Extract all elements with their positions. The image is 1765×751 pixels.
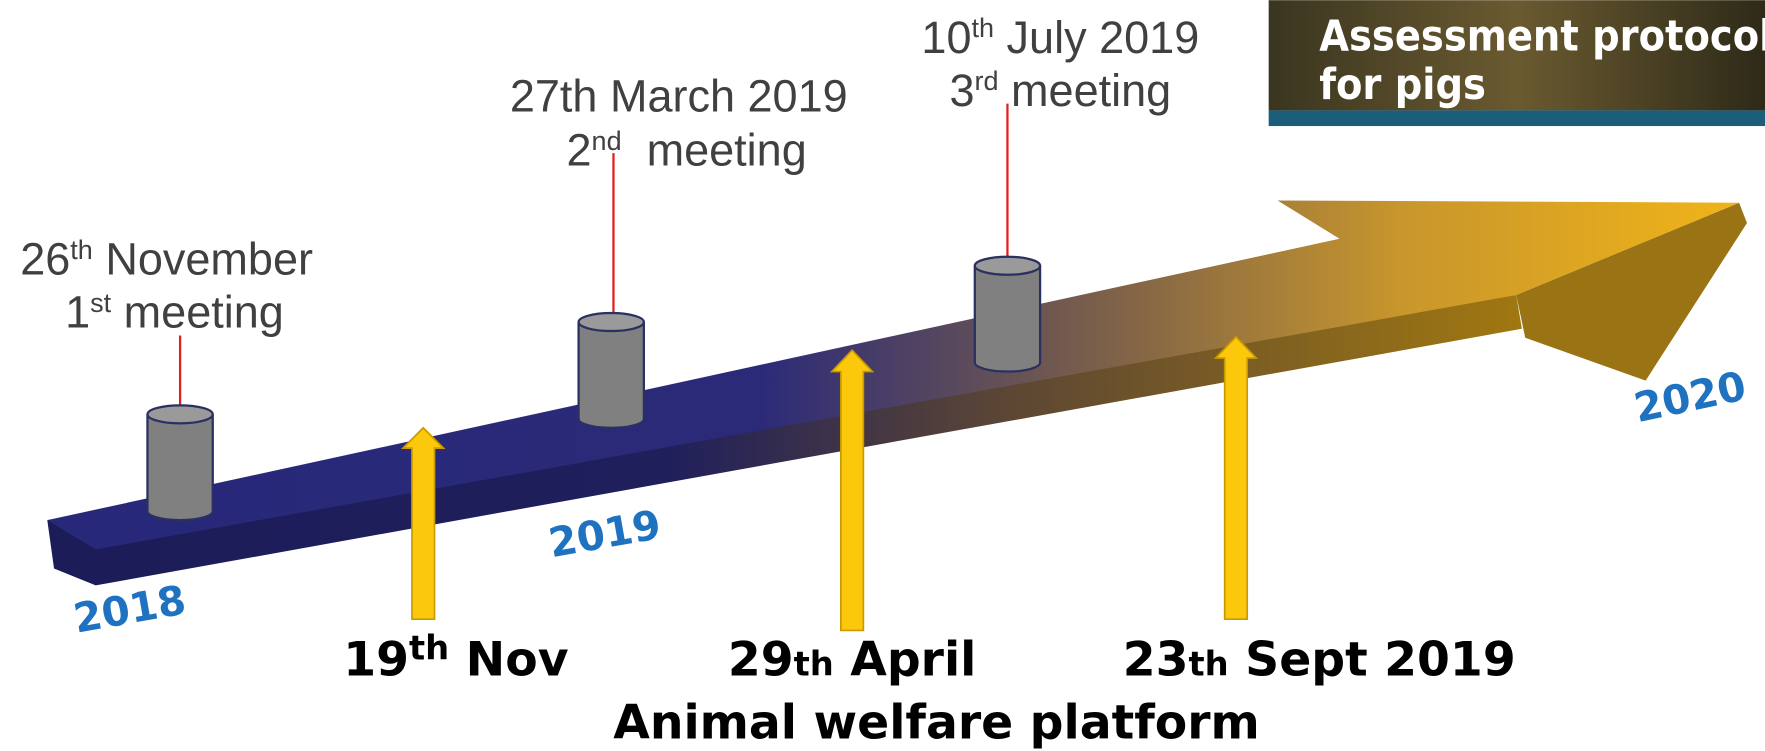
text-part: st: [90, 288, 112, 318]
text-part: th: [972, 13, 995, 43]
platform-date: 23th Sept 2019: [1123, 632, 1516, 687]
text-part: Nov: [449, 632, 568, 687]
text-part: 19: [343, 632, 409, 687]
text-part: meeting: [999, 65, 1172, 116]
text-part: July 2019: [994, 12, 1199, 63]
cylinder: [975, 266, 1040, 372]
meeting-date: 26th November: [20, 234, 313, 285]
text-part: nd: [592, 126, 622, 156]
text-part: April: [834, 632, 977, 687]
page: {"meetings": [ {"date": ["26", "th", " N…: [0, 0, 1765, 751]
meeting-date: 10th July 2019: [921, 12, 1199, 63]
text-part: 2: [567, 125, 592, 176]
text-part: 1: [65, 287, 90, 338]
text-part: 3: [949, 65, 974, 116]
text-part: meeting: [622, 125, 807, 176]
text-part: th: [794, 644, 834, 683]
year-label: 2019: [545, 500, 664, 567]
cylinder: [147, 414, 212, 520]
timeline-diagram: Assessment protocol for pigs 2018 2019 2…: [0, 0, 1765, 751]
meeting-label: 1st meeting: [65, 287, 284, 338]
text-part: Sept 2019: [1229, 632, 1516, 687]
text-part: rd: [975, 66, 999, 96]
meeting-label: 2nd meeting: [567, 125, 807, 176]
text-part: th: [409, 629, 449, 668]
text-part: th: [1189, 644, 1229, 683]
text-part: 27th March 2019: [510, 71, 848, 122]
meeting-label: 3rd meeting: [949, 65, 1171, 116]
platform-date: 19th Nov: [343, 629, 568, 688]
image-band: [1269, 110, 1765, 126]
text-part: November: [93, 234, 313, 285]
cylinder-top: [147, 405, 212, 423]
meeting-date: 27th March 2019: [510, 71, 848, 122]
text-part: th: [70, 235, 93, 265]
text-part: 29: [728, 632, 794, 687]
cylinder-top: [579, 313, 644, 331]
year-label: 2018: [70, 576, 189, 643]
platform-date: 29th April: [728, 632, 977, 687]
image-caption: Assessment protocol: [1319, 12, 1765, 62]
arrow-front: [47, 295, 1522, 585]
footer-title: Animal welfare platform: [613, 696, 1260, 751]
cylinder-top: [975, 257, 1040, 275]
text-part: meeting: [111, 287, 284, 338]
text-part: 23: [1123, 632, 1189, 687]
text-part: 10: [921, 12, 971, 63]
text-part: 26: [20, 234, 70, 285]
cover-image: Assessment protocol for pigs: [1269, 0, 1765, 126]
image-caption: for pigs: [1319, 60, 1486, 110]
cylinder: [579, 322, 644, 428]
